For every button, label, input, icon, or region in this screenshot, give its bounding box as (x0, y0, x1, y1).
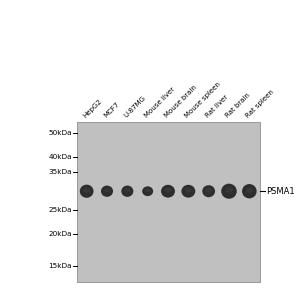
Ellipse shape (121, 186, 134, 197)
Ellipse shape (124, 188, 130, 193)
Text: Rat liver: Rat liver (204, 94, 229, 119)
Text: 35kDa: 35kDa (49, 169, 72, 175)
Text: Mouse liver: Mouse liver (143, 86, 176, 119)
Text: Mouse brain: Mouse brain (164, 84, 198, 119)
Ellipse shape (80, 185, 94, 198)
Text: PSMA1: PSMA1 (266, 187, 295, 196)
Ellipse shape (202, 185, 215, 197)
Ellipse shape (145, 188, 150, 192)
Ellipse shape (182, 185, 195, 198)
Ellipse shape (206, 188, 212, 193)
Text: 15kDa: 15kDa (49, 263, 72, 269)
Text: 40kDa: 40kDa (49, 154, 72, 161)
Ellipse shape (221, 184, 237, 199)
Ellipse shape (101, 186, 113, 197)
Ellipse shape (83, 188, 90, 193)
Ellipse shape (161, 185, 175, 198)
Ellipse shape (142, 186, 153, 196)
Ellipse shape (246, 187, 253, 193)
Text: Rat spleen: Rat spleen (245, 89, 275, 119)
Text: Mouse spleen: Mouse spleen (184, 81, 222, 119)
Text: Rat brain: Rat brain (225, 92, 251, 119)
Ellipse shape (225, 187, 233, 193)
Text: 20kDa: 20kDa (49, 231, 72, 237)
Text: MCF7: MCF7 (103, 101, 121, 119)
Text: U-87MG: U-87MG (123, 95, 147, 119)
Ellipse shape (104, 188, 110, 193)
Ellipse shape (165, 188, 171, 193)
Text: 50kDa: 50kDa (49, 130, 72, 136)
Text: 25kDa: 25kDa (49, 207, 72, 213)
Text: HepG2: HepG2 (82, 98, 103, 119)
Ellipse shape (185, 188, 192, 193)
Ellipse shape (242, 184, 257, 198)
